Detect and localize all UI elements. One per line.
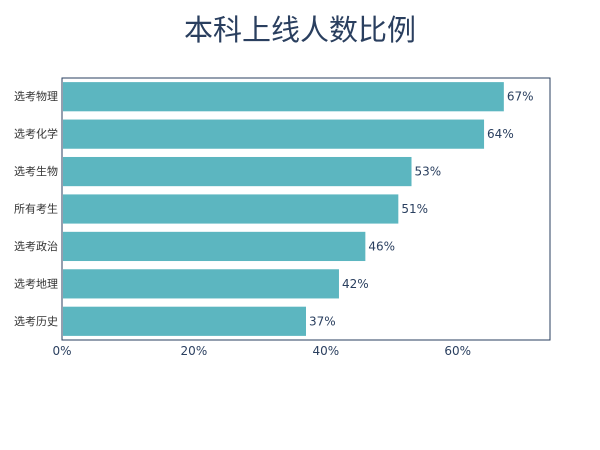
bar: [63, 269, 339, 299]
bar-value-label: 42%: [342, 277, 369, 291]
category-label: 选考物理: [14, 89, 58, 103]
bar-value-label: 51%: [401, 202, 428, 216]
x-tick-label: 40%: [312, 344, 339, 358]
category-label: 选考历史: [14, 315, 58, 328]
bar-value-label: 46%: [368, 239, 395, 253]
plot-frame: [61, 77, 551, 341]
bar: [63, 231, 366, 262]
x-tick-label: 60%: [444, 344, 471, 358]
chart-title: 本科上线人数比例: [183, 13, 416, 47]
bars-layer: 67% 64% 53% 51% 46% 42% 37%: [63, 82, 534, 336]
bar: [63, 306, 306, 336]
category-label: 选考政治: [14, 239, 58, 253]
bar-value-label: 37%: [309, 314, 336, 328]
bar: [63, 194, 399, 224]
category-label: 所有考生: [14, 202, 58, 216]
bar: [63, 82, 504, 112]
category-label: 选考化学: [14, 127, 58, 141]
bar-value-label: 67%: [507, 90, 534, 104]
bar: [63, 156, 412, 187]
x-tick-label: 20%: [181, 344, 208, 358]
x-axis-ticks: 0% 20% 40% 60%: [52, 344, 471, 358]
category-label: 选考地理: [14, 277, 58, 290]
bar-value-label: 64%: [487, 127, 514, 141]
bar-value-label: 53%: [415, 165, 442, 179]
category-label: 选考生物: [14, 164, 58, 178]
x-tick-label: 0%: [52, 344, 71, 358]
bar: [63, 119, 485, 149]
